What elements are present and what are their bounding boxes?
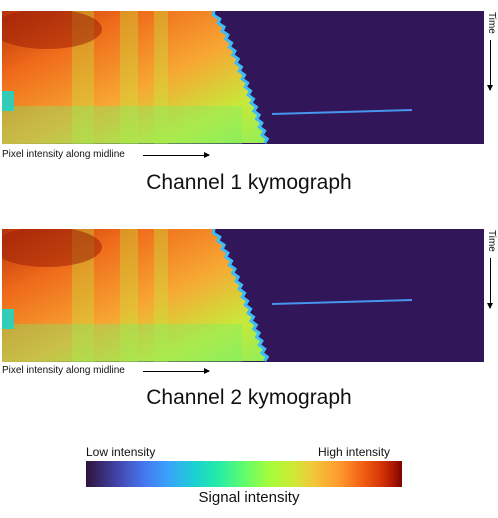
colorbar-gradient	[86, 461, 402, 487]
kymograph-image-1	[2, 11, 484, 144]
panel-caption-1: Channel 1 kymograph	[146, 171, 352, 194]
x-axis-arrow-1	[143, 152, 210, 158]
y-axis-arrow-1	[487, 40, 493, 91]
colorbar-high-label: High intensity	[318, 445, 391, 459]
y-axis-arrow-2	[487, 258, 493, 309]
panel-caption-2: Channel 2 kymograph	[146, 386, 352, 409]
x-axis-label-1: Pixel intensity along midline	[2, 149, 125, 160]
x-axis-label-2: Pixel intensity along midline	[2, 365, 125, 376]
x-axis-arrow-2	[143, 368, 210, 374]
y-axis-label-2: Time	[486, 230, 497, 252]
y-axis-label-1: Time	[486, 12, 497, 34]
colorbar-title: Signal intensity	[198, 489, 300, 506]
colorbar-low-label: Low intensity	[86, 445, 156, 459]
kymograph-image-2	[2, 229, 484, 362]
